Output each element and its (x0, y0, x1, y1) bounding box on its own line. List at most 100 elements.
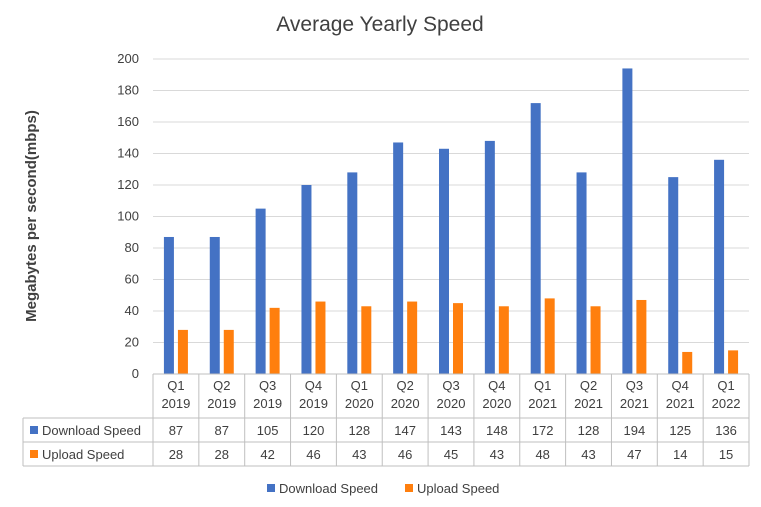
download-speed-value: 143 (440, 423, 462, 438)
y-tick-label: 100 (117, 209, 139, 224)
x-tick-label: 2021 (528, 396, 557, 411)
x-tick-label: Q1 (534, 378, 551, 393)
upload-speed-bar (544, 298, 555, 374)
upload-speed-bar (361, 306, 372, 374)
x-tick-label: Q3 (259, 378, 276, 393)
y-axis-ticks: 0 20 40 60 80 100 120 140 160 180 200 (117, 51, 139, 381)
upload-speed-bar (498, 306, 509, 374)
y-tick-label: 120 (117, 177, 139, 192)
upload-speed-value: 45 (444, 447, 458, 462)
x-tick-label: Q3 (626, 378, 643, 393)
upload-speed-table-swatch (30, 450, 38, 458)
y-axis-label: Megabytes per second(mbps) (23, 110, 40, 322)
x-tick-label: 2019 (253, 396, 282, 411)
x-tick-label: Q2 (213, 378, 230, 393)
upload-speed-bar (269, 307, 280, 374)
y-tick-label: 60 (125, 272, 139, 287)
y-tick-label: 80 (125, 240, 139, 255)
y-tick-label: 0 (132, 366, 139, 381)
download-speed-bar (255, 208, 266, 374)
download-speed-bar (393, 142, 404, 374)
download-speed-value: 147 (394, 423, 416, 438)
x-tick-label: Q4 (305, 378, 322, 393)
x-tick-label: 2021 (574, 396, 603, 411)
download-speed-bar (668, 177, 679, 374)
download-speed-bar (622, 68, 633, 374)
download-speed-value: 136 (715, 423, 737, 438)
x-tick-label: Q3 (442, 378, 459, 393)
download-speed-value: 87 (169, 423, 183, 438)
y-tick-label: 200 (117, 51, 139, 66)
download-speed-bar (209, 236, 220, 374)
upload-speed-bar (636, 299, 647, 374)
download-speed-value: 148 (486, 423, 508, 438)
upload-speed-value: 42 (260, 447, 274, 462)
upload-speed-value: 28 (169, 447, 183, 462)
upload-speed-bar (407, 301, 418, 374)
download-speed-bar (347, 172, 358, 374)
upload-speed-value: 15 (719, 447, 733, 462)
upload-speed-bar (223, 329, 234, 374)
download-speed-bar (714, 159, 725, 374)
x-tick-label: Q1 (167, 378, 184, 393)
x-tick-label: 2019 (161, 396, 190, 411)
download-speed-value: 172 (532, 423, 554, 438)
x-tick-label: Q1 (351, 378, 368, 393)
x-tick-label: 2019 (207, 396, 236, 411)
chart-title: Average Yearly Speed (276, 13, 483, 36)
download-speed-value: 120 (303, 423, 325, 438)
data-table: Q1 2019 Q2 2019 Q3 2019 Q4 2019 Q1 2020 Q2 2020 Q3 20… (22, 373, 750, 467)
x-tick-label: 2022 (712, 396, 741, 411)
upload-speed-legend-swatch (405, 484, 413, 492)
y-tick-label: 160 (117, 114, 139, 129)
x-tick-label: Q2 (396, 378, 413, 393)
upload-speed-bar (590, 306, 601, 374)
upload-speed-bar (315, 301, 326, 374)
download-speed-bar (301, 185, 312, 374)
bars (163, 68, 739, 374)
x-tick-label: Q1 (717, 378, 734, 393)
upload-speed-value: 14 (673, 447, 687, 462)
download-speed-legend-label: Download Speed (279, 481, 378, 496)
x-tick-label: 2020 (345, 396, 374, 411)
legend: Download Speed Upload Speed (267, 481, 499, 496)
download-speed-value: 128 (348, 423, 370, 438)
gridlines (153, 58, 749, 343)
download-speed-legend-swatch (267, 484, 275, 492)
x-tick-label: Q2 (580, 378, 597, 393)
download-speed-value: 194 (624, 423, 646, 438)
x-tick-label: Q4 (488, 378, 505, 393)
download-speed-bar (163, 236, 174, 374)
upload-speed-bar (682, 351, 693, 374)
upload-speed-value: 43 (581, 447, 595, 462)
x-tick-label: 2019 (299, 396, 328, 411)
upload-speed-value: 43 (352, 447, 366, 462)
download-speed-bar (530, 103, 541, 374)
upload-speed-legend-label: Upload Speed (417, 481, 499, 496)
x-tick-label: Q4 (672, 378, 689, 393)
y-tick-label: 140 (117, 146, 139, 161)
download-speed-bar (439, 148, 449, 374)
y-tick-label: 20 (125, 335, 139, 350)
download-speed-table-swatch (30, 426, 38, 434)
upload-speed-value: 46 (398, 447, 412, 462)
upload-speed-value: 28 (215, 447, 229, 462)
upload-speed-bar (728, 350, 739, 374)
x-tick-label: 2021 (666, 396, 695, 411)
upload-speed-row-label: Upload Speed (42, 447, 124, 462)
upload-speed-value: 47 (627, 447, 641, 462)
upload-speed-value: 48 (535, 447, 549, 462)
download-speed-bar (576, 172, 587, 374)
y-tick-label: 40 (125, 303, 139, 318)
download-speed-value: 105 (257, 423, 279, 438)
upload-speed-bar (453, 303, 463, 374)
download-speed-value: 128 (578, 423, 600, 438)
upload-speed-value: 43 (490, 447, 504, 462)
x-tick-label: 2021 (620, 396, 649, 411)
x-tick-label: 2020 (482, 396, 511, 411)
download-speed-value: 125 (669, 423, 691, 438)
download-speed-bar (484, 140, 495, 374)
download-speed-row-label: Download Speed (42, 423, 141, 438)
x-tick-label: 2020 (437, 396, 466, 411)
